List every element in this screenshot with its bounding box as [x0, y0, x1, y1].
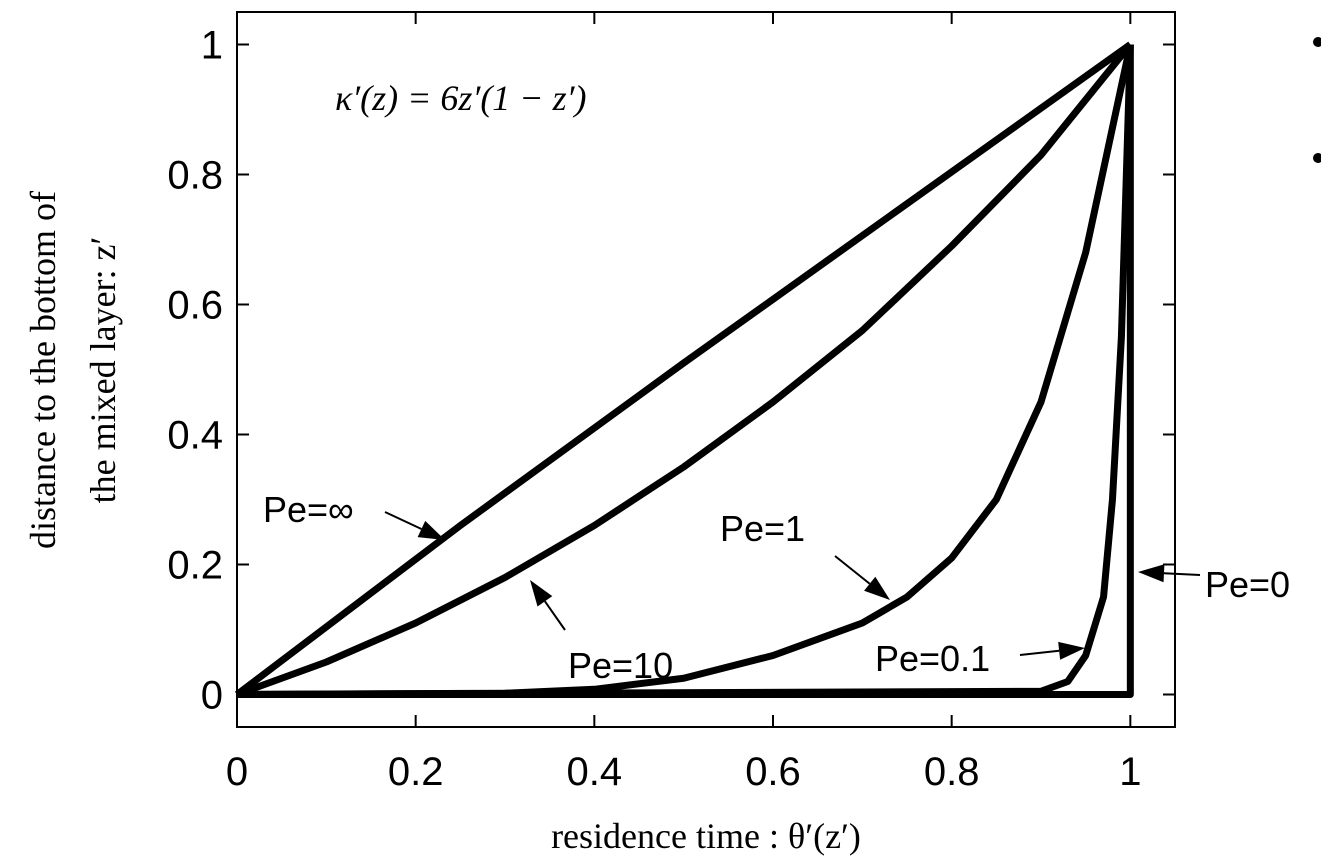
legend-label: Pe=0	[1205, 564, 1290, 605]
y-axis-label: distance to the bottom of the mixed laye…	[23, 191, 123, 549]
x-tick-label: 0.4	[567, 750, 623, 794]
x-tick-label: 1	[1119, 750, 1141, 794]
x-axis-label: residence time : θ′(z′)	[551, 816, 861, 856]
x-tick-label: 0.2	[388, 750, 444, 794]
arrow-shaft	[1019, 649, 1060, 656]
y-tick-label: 0.2	[167, 544, 223, 588]
arrow-shaft	[1163, 572, 1201, 576]
y-tick-label: 0.6	[167, 284, 223, 328]
curve	[237, 44, 1134, 698]
arrow-head	[1138, 564, 1165, 583]
curve	[236, 44, 1134, 698]
arrow-shaft	[544, 600, 566, 631]
y-axis-label-line: distance to the bottom of	[23, 191, 63, 549]
legend-label: Pe=10	[568, 645, 673, 686]
y-tick-label: 1	[201, 24, 223, 68]
equation: κ′(z) = 6z′(1 − z′)	[335, 78, 586, 118]
arrow-head	[417, 520, 445, 540]
bullet	[1313, 153, 1321, 163]
legend-label: Pe=∞	[263, 489, 354, 530]
arrow-shaft	[384, 511, 422, 530]
legend-label: Pe=0.1	[875, 638, 990, 679]
plot-frame	[236, 11, 1176, 728]
x-tick-label: 0.6	[745, 750, 801, 794]
arrow-head	[864, 576, 890, 600]
curve	[235, 42, 1134, 698]
arrow-shaft	[834, 555, 871, 585]
bullet	[1313, 37, 1321, 47]
y-tick-label: 0.8	[167, 154, 223, 198]
arrow-head	[1058, 641, 1085, 660]
y-tick-label: 0.4	[167, 414, 223, 458]
arrow-head	[530, 580, 553, 607]
curve	[234, 41, 1133, 698]
legend-label: Pe=1	[720, 508, 805, 549]
y-tick-label: 0	[201, 674, 223, 718]
x-tick-label: 0.8	[924, 750, 980, 794]
y-axis-label-line: the mixed layer: z′	[83, 237, 123, 504]
x-tick-label: 0	[226, 750, 248, 794]
